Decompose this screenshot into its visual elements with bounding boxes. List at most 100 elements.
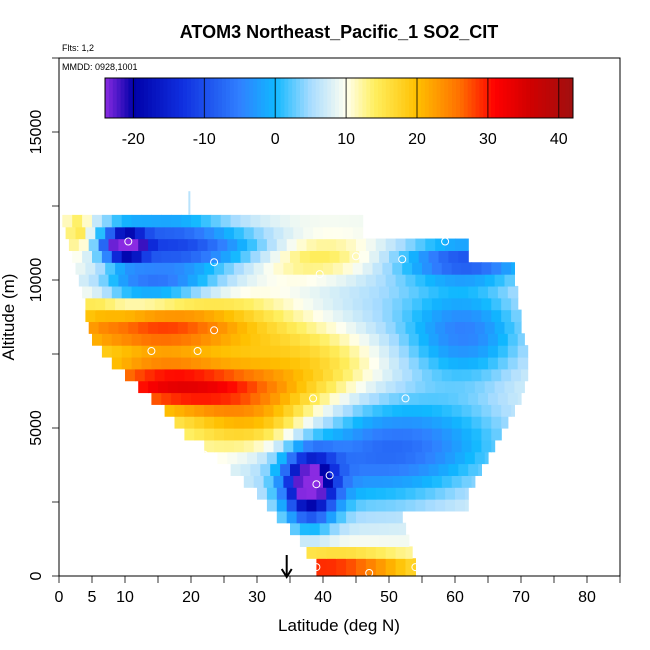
heatmap-cell xyxy=(98,274,110,287)
heatmap-cell xyxy=(82,214,93,228)
heatmap-cell xyxy=(131,345,143,358)
heatmap-cell xyxy=(134,368,146,382)
heatmap-cell xyxy=(395,487,407,500)
heatmap-cell xyxy=(316,546,327,559)
x-tick-label: 10 xyxy=(116,589,134,606)
heatmap-cell xyxy=(210,392,222,405)
heatmap-cell xyxy=(392,439,403,453)
heatmap-cell xyxy=(214,368,225,382)
heatmap-cell xyxy=(491,416,502,429)
heatmap-cell xyxy=(134,309,146,323)
heatmap-cell xyxy=(181,392,192,405)
heatmap-cell xyxy=(491,368,502,382)
heatmap-cell xyxy=(484,451,489,465)
heatmap-cell xyxy=(375,380,387,394)
heatmap-cell xyxy=(191,250,202,263)
heatmap-cell xyxy=(441,368,453,382)
heatmap-cell xyxy=(257,487,268,500)
heatmap-cell xyxy=(481,368,492,382)
heatmap-cell xyxy=(253,439,265,453)
heatmap-cell xyxy=(319,345,331,358)
heatmap-cell xyxy=(144,226,156,240)
heatmap-cell xyxy=(204,309,215,323)
heatmap-cell xyxy=(283,309,294,323)
heatmap-cell xyxy=(402,297,413,311)
heatmap-cell xyxy=(237,274,248,287)
heatmap-cell xyxy=(412,428,423,441)
heatmap-cell xyxy=(313,404,324,417)
heatmap-cell xyxy=(369,345,380,358)
heatmap-cell xyxy=(184,428,195,441)
colorbar-swatch xyxy=(444,78,449,118)
heatmap-cell xyxy=(514,321,522,334)
heatmap-cell xyxy=(293,226,304,240)
heatmap-cell xyxy=(181,345,192,358)
heatmap-cell xyxy=(266,321,278,334)
heatmap-cell xyxy=(478,463,482,476)
x-axis: 0 5 10 20 30 40 50 60 70 80 xyxy=(55,576,621,606)
heatmap-cell xyxy=(346,499,357,512)
heatmap-cell xyxy=(389,333,400,346)
colorbar-swatch xyxy=(362,78,367,118)
heatmap-cell xyxy=(101,214,113,228)
colorbar-swatch xyxy=(331,78,336,118)
colorbar-swatch xyxy=(300,78,305,118)
heatmap-cell xyxy=(398,392,410,405)
heatmap-cell xyxy=(207,274,218,287)
heatmap-cell xyxy=(389,463,400,476)
heatmap-cell xyxy=(425,238,436,251)
heatmap-cell xyxy=(243,226,255,240)
heatmap-cell xyxy=(504,274,515,287)
colorbar-swatch xyxy=(374,78,379,118)
heatmap-cell xyxy=(332,368,344,382)
heatmap-cell xyxy=(329,522,341,536)
colorbar-swatch xyxy=(179,78,184,118)
heatmap-cell xyxy=(356,451,367,465)
heatmap-cell xyxy=(488,333,499,346)
heatmap-cell xyxy=(418,392,430,405)
heatmap-cell xyxy=(233,309,245,323)
heatmap-cell xyxy=(121,285,133,299)
heatmap-cell xyxy=(336,380,347,394)
colorbar-swatch xyxy=(428,78,434,118)
heatmap-cell xyxy=(468,463,479,476)
heatmap-cell xyxy=(210,285,222,299)
colorbar-swatch xyxy=(315,78,320,118)
heatmap-cell xyxy=(174,309,185,323)
heatmap-cell xyxy=(438,250,449,263)
latitude-arrow xyxy=(280,555,293,579)
heatmap-cell xyxy=(329,463,341,476)
heatmap-cell xyxy=(458,392,469,405)
heatmap-cell xyxy=(257,451,268,465)
heatmap-cell xyxy=(167,321,179,334)
heatmap-cell xyxy=(303,226,314,240)
heatmap-cell xyxy=(359,356,370,370)
heatmap-cell xyxy=(151,250,162,263)
heatmap-cell xyxy=(369,250,380,263)
heatmap-cell xyxy=(451,309,463,323)
heatmap-cell xyxy=(441,439,453,453)
heatmap-cell xyxy=(171,333,182,346)
heatmap-cell xyxy=(92,285,103,299)
heatmap-cell xyxy=(299,522,311,536)
heatmap-cell xyxy=(448,345,459,358)
heatmap-cell xyxy=(250,392,261,405)
heatmap-cell xyxy=(154,368,166,382)
heatmap-cell xyxy=(359,392,370,405)
heatmap-cell xyxy=(382,428,393,441)
heatmap-cell xyxy=(474,321,486,334)
heatmap-cell xyxy=(207,238,218,251)
heatmap-cell xyxy=(227,380,238,394)
heatmap-cell xyxy=(332,226,344,240)
heatmap-cell xyxy=(435,451,446,465)
heatmap-cell xyxy=(164,309,176,323)
heatmap-cell xyxy=(257,321,268,334)
heatmap-cell xyxy=(365,321,377,334)
heatmap-cell xyxy=(438,285,449,299)
heatmap-cell xyxy=(468,345,479,358)
heatmap-cell xyxy=(471,404,482,417)
heatmap-cell xyxy=(230,250,242,263)
heatmap-cell xyxy=(181,250,192,263)
heatmap-cell xyxy=(342,439,354,453)
